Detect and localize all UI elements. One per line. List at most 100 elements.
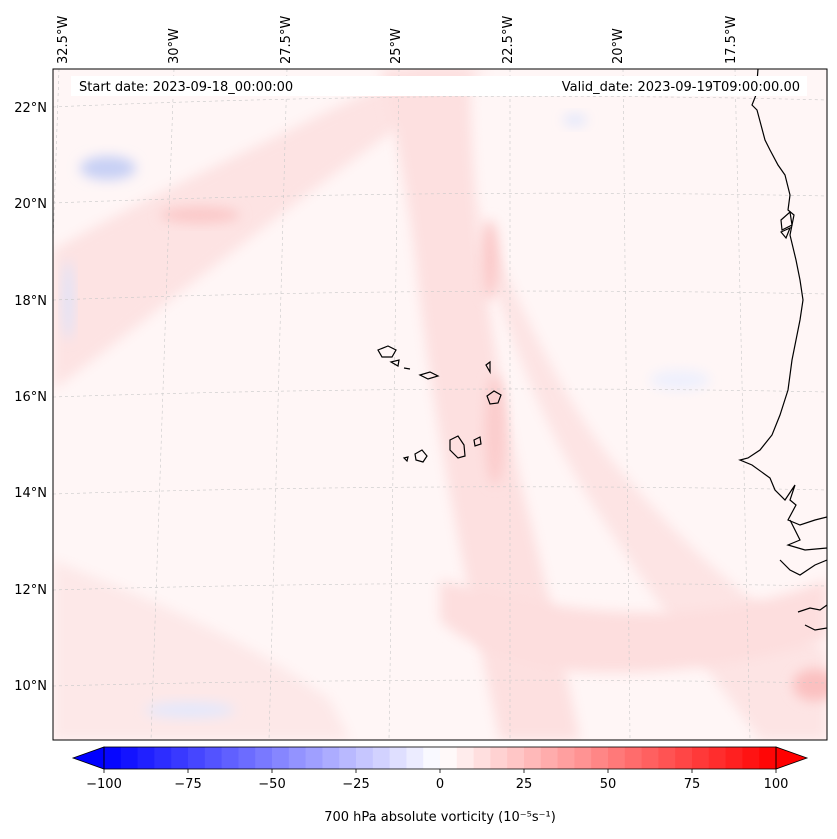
colorbar-cell [624,747,643,769]
lon-label: 30°W [167,28,182,64]
positive-band [380,69,580,740]
lat-label: 16°N [14,390,47,405]
coastlines [377,69,827,631]
colorbar-tick-label: −50 [258,777,285,792]
colorbar-cell [288,747,307,769]
colorbar-cell [372,747,391,769]
island-fogo [414,449,428,463]
latitude-labels: 22°N 20°N 18°N 16°N 14°N 12°N 10°N [14,101,47,694]
colorbar-ticks: −100 −75 −50 −25 0 25 50 75 100 [86,769,788,792]
vorticity-field [53,69,827,740]
island-santa-luzia [403,367,411,370]
lon-label: 22.5°W [501,16,516,64]
colorbar-cell [524,747,542,769]
valid-date-label: Valid_date: 2023-09-19T09:00:00.00 [562,80,800,95]
colorbar-cell [675,747,693,769]
positive-band [440,580,827,673]
colorbar-cell [204,747,223,769]
negative-patch [650,370,710,390]
positive-streak [160,207,240,223]
map-panel: Start date: 2023-09-18_00:00:00 Valid_da… [52,68,828,741]
colorbar-cell [708,747,727,769]
colorbar-tick-label: 50 [600,777,617,792]
colorbar: −100 −75 −50 −25 0 25 50 75 100 700 hPa absolute… [71,746,809,825]
longitude-labels: 32.5°W 30°W 27.5°W 25°W 22.5°W 20°W 17.5… [56,16,739,64]
colorbar-cell [188,747,206,769]
colorbar-tick-label: −100 [86,777,122,792]
island-sao-vicente [389,359,400,367]
lon-label: 32.5°W [56,16,71,64]
colorbar-cell [104,747,122,769]
colorbar-cell [473,747,491,769]
colorbar-cell [272,747,290,769]
negative-patch [63,260,73,340]
lat-label: 14°N [14,486,47,501]
colorbar-cell [557,747,575,769]
colorbar-tick-label: 0 [436,777,444,792]
colorbar-cell [490,747,508,769]
lat-label: 12°N [14,583,47,598]
colorbar-cell [641,747,659,769]
colorbar-cells [104,747,777,769]
colorbar-cell [339,747,357,769]
colorbar-tick-label: −75 [174,777,201,792]
colorbar-cell [255,747,273,769]
positive-band [53,560,350,740]
island-sao-nicolau [418,371,440,380]
colorbar-cell [574,747,592,769]
colorbar-cell [120,747,139,769]
colorbar-tick-label: −25 [342,777,369,792]
negative-patch [80,156,136,180]
island-boa-vista [486,390,502,405]
island-santiago [449,435,466,459]
lon-label: 27.5°W [279,16,294,64]
colorbar-cell [221,747,239,769]
colorbar-cell [759,747,777,769]
colorbar-cell [171,747,189,769]
colorbar-cell [154,747,172,769]
colorbar-cell [406,747,424,769]
colorbar-cell [238,747,256,769]
lat-label: 22°N [14,101,47,116]
colorbar-extend-high [775,746,809,770]
lon-label: 17.5°W [724,16,739,64]
colorbar-cell [305,747,323,769]
colorbar-cell [507,747,525,769]
island-maio [473,436,482,447]
lon-label: 25°W [389,28,404,64]
colorbar-cell [658,747,676,769]
colorbar-cell [423,747,441,769]
colorbar-cell [389,747,407,769]
colorbar-cell [322,747,340,769]
map-frame [52,68,828,741]
colorbar-extend-low [71,746,105,770]
negative-patch [563,114,587,126]
island-sal [485,360,491,375]
colorbar-label: 700 hPa absolute vorticity (10⁻⁵s⁻¹) [324,810,556,825]
colorbar-cell [742,747,760,769]
lon-label: 20°W [611,28,626,64]
positive-band [53,69,490,390]
negative-patch [145,702,235,718]
lat-label: 20°N [14,197,47,212]
island-santo-antao [377,345,397,358]
colorbar-cell [692,747,710,769]
positive-streak [481,220,499,300]
colorbar-cell [591,747,609,769]
colorbar-tick-label: 75 [684,777,701,792]
colorbar-cell [540,747,559,769]
colorbar-tick-label: 100 [764,777,789,792]
start-date-label: Start date: 2023-09-18_00:00:00 [79,80,293,95]
colorbar-cell [356,747,374,769]
colorbar-cell [137,747,155,769]
lat-label: 10°N [14,679,47,694]
colorbar-tick-label: 25 [516,777,533,792]
island-brava [402,456,409,463]
positive-band [470,200,827,740]
colorbar-cell [608,747,626,769]
colorbar-cell [725,747,743,769]
gridlines [53,69,827,740]
positive-streak [793,669,827,701]
colorbar-cell [440,747,458,769]
